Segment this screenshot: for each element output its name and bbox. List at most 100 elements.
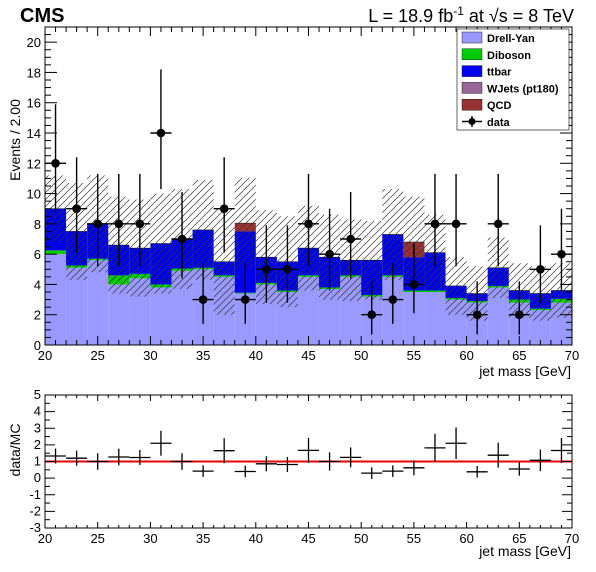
legend-box xyxy=(456,28,570,131)
uncertainty-hatch xyxy=(213,208,235,315)
ratio-y-tick-label: 1 xyxy=(34,454,41,469)
data-point xyxy=(325,249,334,259)
ratio-points xyxy=(45,427,572,479)
main-y-axis-title: Events / 2.00 xyxy=(7,99,23,181)
data-point xyxy=(493,219,503,229)
bar-drell-yan xyxy=(66,267,88,345)
legend-swatch-drell-yan xyxy=(461,31,483,44)
ratio-x-tick-label: 35 xyxy=(196,531,210,546)
ratio-x-tick-label: 65 xyxy=(512,531,526,546)
x-tick-label: 50 xyxy=(354,348,368,363)
x-tick-label: 60 xyxy=(459,348,473,363)
bar-drell-yan xyxy=(424,292,446,345)
x-tick-label: 40 xyxy=(249,348,263,363)
main-x-axis-title: jet mass [GeV] xyxy=(478,363,571,379)
data-point xyxy=(114,219,124,229)
legend-label: QCD xyxy=(487,100,512,112)
ratio-x-tick-label: 60 xyxy=(459,531,473,546)
ratio-y-tick-label: 2 xyxy=(34,437,41,452)
x-tick-label: 70 xyxy=(565,348,579,363)
data-point xyxy=(240,295,250,304)
ratio-y-tick-label: 3 xyxy=(34,420,41,435)
luminosity-label: L = 18.9 fb-1 at √s = 8 TeV xyxy=(368,4,574,26)
bar-drell-yan xyxy=(403,292,425,345)
bar-drell-yan xyxy=(108,284,130,345)
legend: Drell-Yan Diboson ttbar WJets (pt180) QCD dat… xyxy=(456,28,570,131)
y-tick-label: 14 xyxy=(27,126,41,141)
experiment-label: CMS xyxy=(20,5,64,27)
data-point xyxy=(430,219,440,229)
y-tick-label: 4 xyxy=(34,277,41,292)
ratio-y-tick-label: -3 xyxy=(29,520,41,535)
y-tick-label: 20 xyxy=(27,35,41,50)
uncertainty-hatch xyxy=(192,179,214,280)
uncertainty-hatch xyxy=(361,220,383,300)
uncertainty-hatch xyxy=(150,193,172,294)
ratio-x-tick-label: 55 xyxy=(407,531,421,546)
data-point xyxy=(388,295,398,304)
bar-drell-yan xyxy=(297,276,320,345)
y-tick-label: 2 xyxy=(34,308,41,323)
y-tick-label: 10 xyxy=(27,187,41,202)
ratio-x-tick-label: 45 xyxy=(301,531,315,546)
uncertainty-hatch xyxy=(382,189,404,280)
data-point xyxy=(515,310,524,320)
x-tick-label: 30 xyxy=(143,348,157,363)
legend-label: Diboson xyxy=(487,50,531,62)
sqrt-symbol: √ xyxy=(489,6,499,26)
data-point xyxy=(93,219,102,229)
uncertainty-hatch xyxy=(445,257,467,315)
mc-uncertainty-band xyxy=(45,175,572,321)
bar-drell-yan xyxy=(487,287,509,345)
x-tick-label: 55 xyxy=(407,348,421,363)
y-tick-label: 6 xyxy=(34,247,41,262)
data-point xyxy=(451,219,461,229)
bar-drell-yan xyxy=(150,287,172,345)
data-point xyxy=(367,310,377,320)
ratio-x-tick-label: 30 xyxy=(143,531,157,546)
y-tick-label: 16 xyxy=(27,96,41,111)
main-distribution-panel: 20 25 30 35 40 45 50 55 60 65 7002468101214161820 … xyxy=(7,26,579,379)
uncertainty-hatch xyxy=(487,237,509,299)
bar-diboson xyxy=(424,290,446,292)
legend-swatch-wjets-pt180- xyxy=(461,82,483,94)
legend-label: data xyxy=(487,117,511,129)
y-tick-label: 12 xyxy=(27,156,41,171)
data-point xyxy=(283,264,292,274)
x-tick-label: 25 xyxy=(90,348,104,363)
legend-swatch-ttbar xyxy=(461,65,483,77)
data-point xyxy=(198,295,208,304)
legend-swatch-diboson xyxy=(461,48,483,60)
bar-drell-yan xyxy=(171,270,193,345)
ratio-x-tick-label: 40 xyxy=(249,531,263,546)
data-point xyxy=(346,234,355,244)
ratio-y-tick-label: -1 xyxy=(29,487,41,502)
data-point xyxy=(72,204,81,214)
y-tick-label: 8 xyxy=(34,217,41,232)
ratio-y-tick-label: 5 xyxy=(34,387,41,402)
ratio-y-axis-title: data/MC xyxy=(7,424,23,477)
legend-label: ttbar xyxy=(487,67,512,79)
data-point xyxy=(135,219,145,229)
uncertainty-hatch xyxy=(403,196,425,288)
data-point xyxy=(177,234,187,244)
ratio-y-tick-label: -2 xyxy=(29,503,41,518)
ratio-x-tick-label: 70 xyxy=(565,531,579,546)
ratio-y-tick-label: 4 xyxy=(34,404,41,419)
data-point xyxy=(409,280,419,289)
x-tick-label: 65 xyxy=(512,348,526,363)
data-point xyxy=(219,204,229,214)
ratio-x-tick-label: 50 xyxy=(354,531,368,546)
uncertainty-hatch xyxy=(234,177,256,269)
data-point xyxy=(536,264,545,274)
ratio-x-tick-label: 20 xyxy=(38,531,52,546)
y-tick-label: 18 xyxy=(27,65,41,80)
legend-label: Drell-Yan xyxy=(487,33,535,45)
data-point xyxy=(156,128,166,138)
data-point xyxy=(262,264,271,274)
x-tick-label: 45 xyxy=(301,348,315,363)
legend-label: WJets (pt180) xyxy=(487,83,559,95)
y-tick-label: 0 xyxy=(34,338,41,353)
